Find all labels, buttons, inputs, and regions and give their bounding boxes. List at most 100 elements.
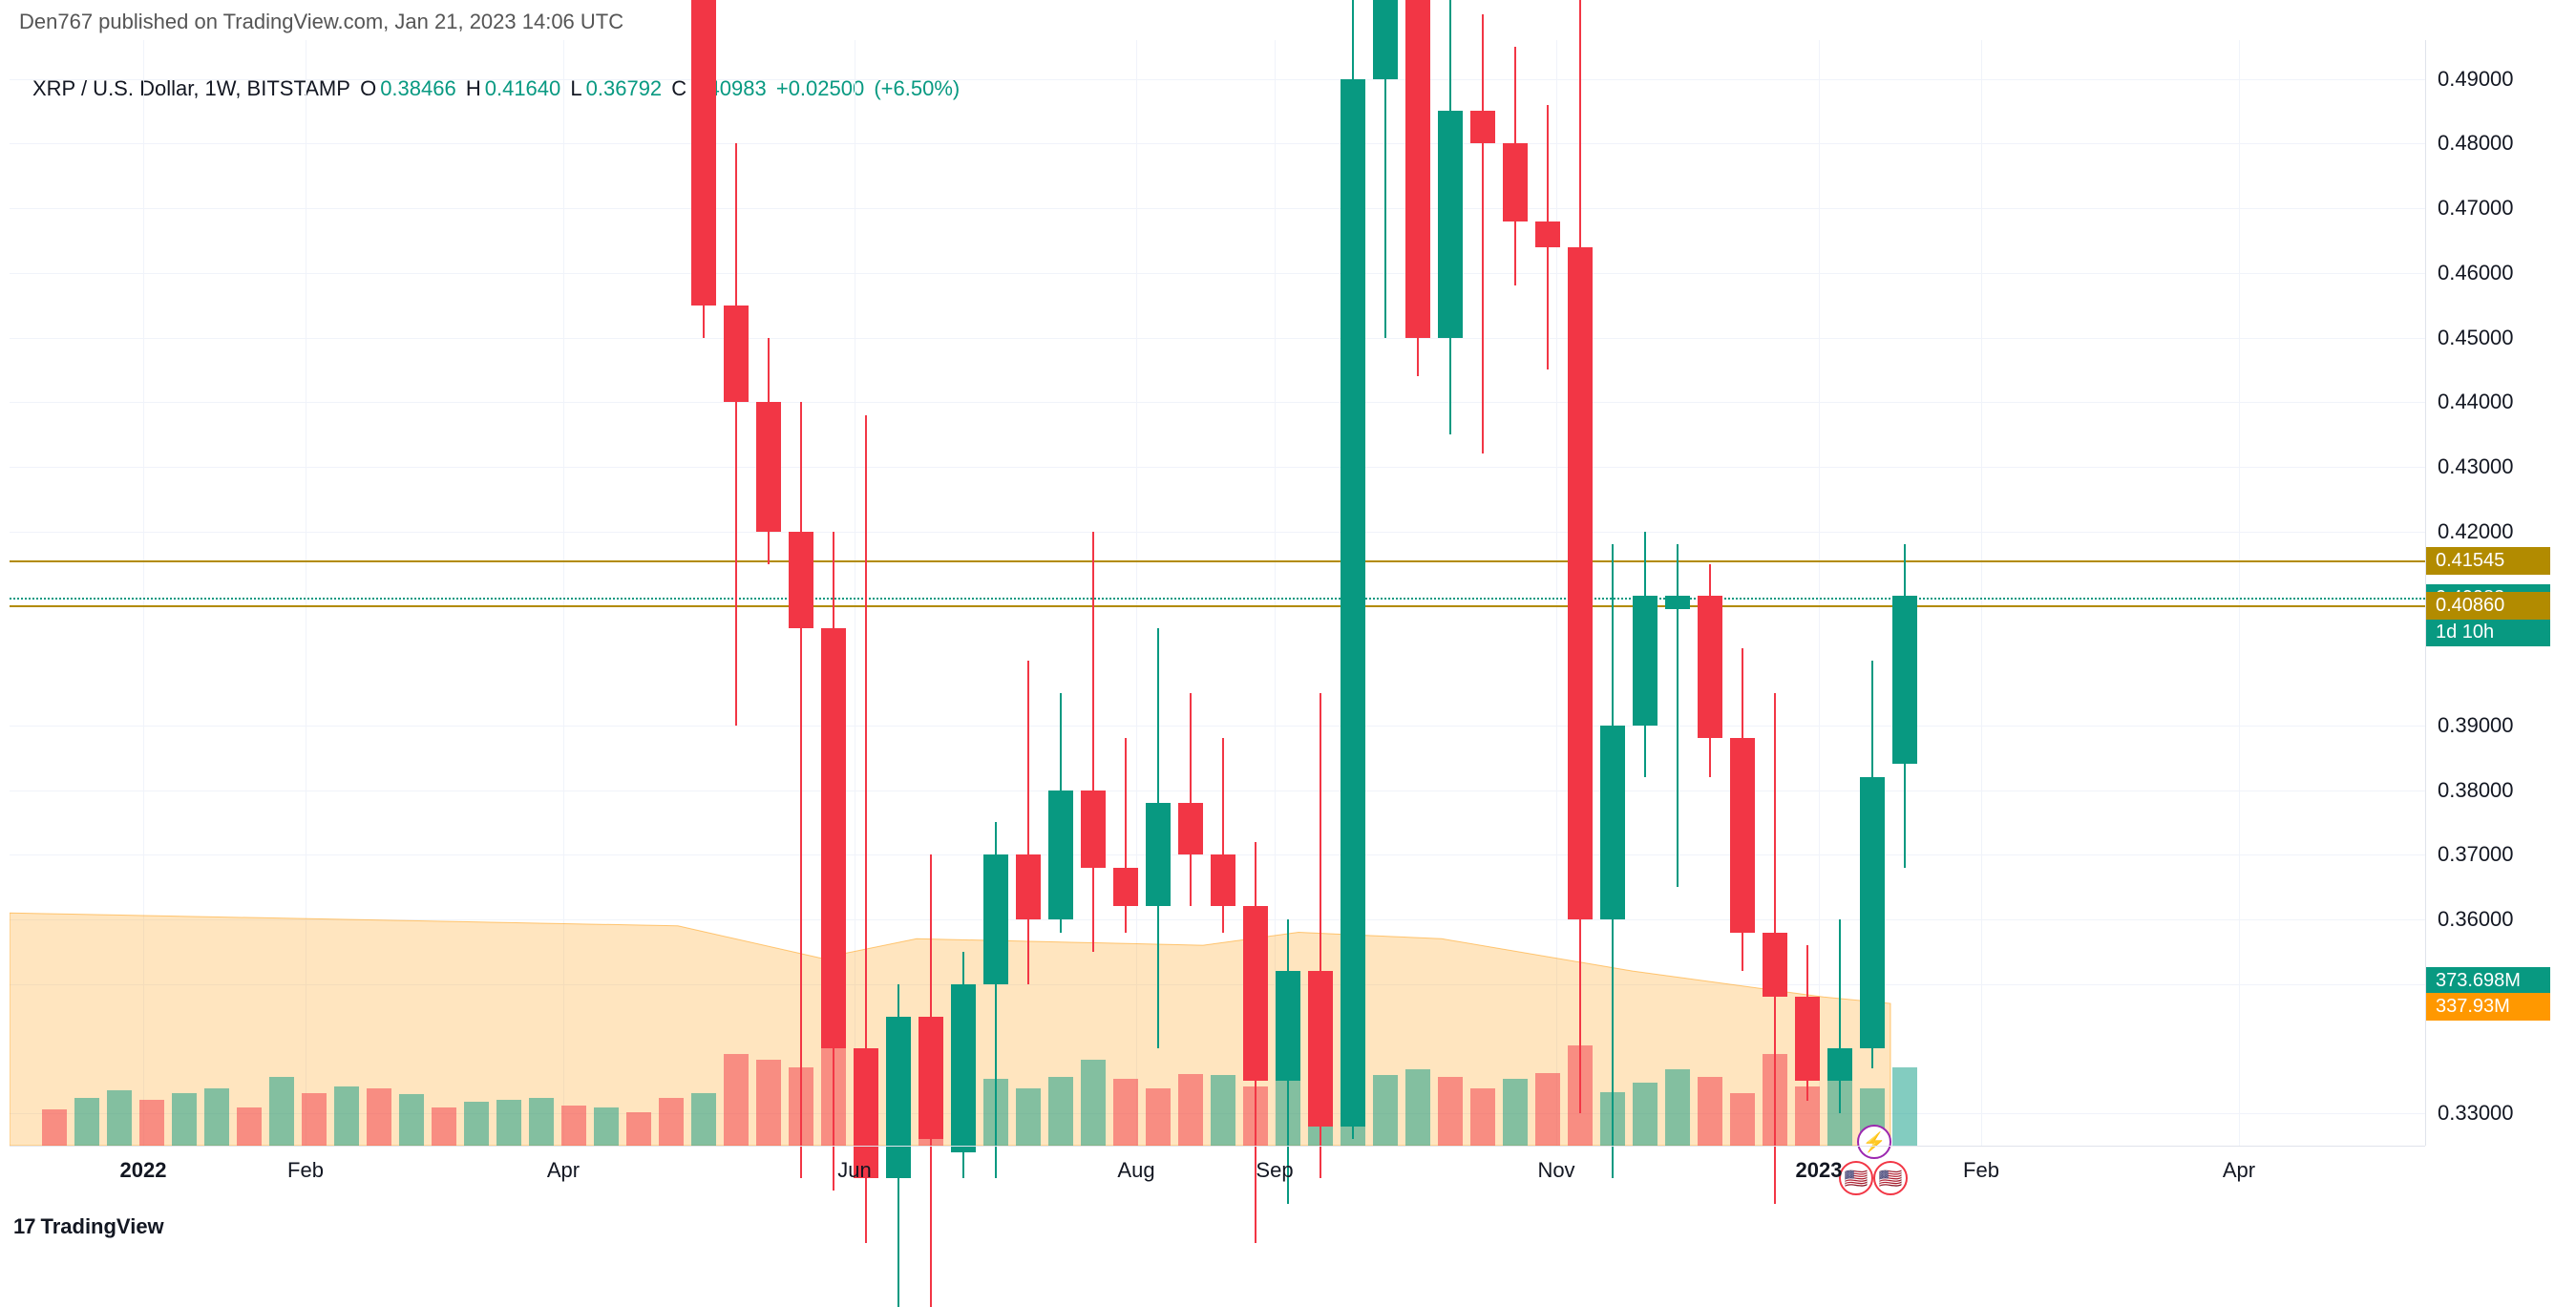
candle-body[interactable] bbox=[1892, 596, 1917, 764]
candle-body[interactable] bbox=[1503, 143, 1528, 221]
volume-bar bbox=[529, 1098, 554, 1146]
candle-body[interactable] bbox=[951, 984, 976, 1152]
volume-bar bbox=[107, 1090, 132, 1146]
candle-body[interactable] bbox=[724, 306, 749, 403]
volume-bar bbox=[432, 1107, 456, 1146]
candle-body[interactable] bbox=[1827, 1048, 1852, 1081]
candle-body[interactable] bbox=[1243, 906, 1268, 1081]
candle-body[interactable] bbox=[1698, 596, 1722, 738]
volume-bar bbox=[1470, 1088, 1495, 1146]
y-axis-tick: 0.38000 bbox=[2438, 778, 2514, 803]
candle-body[interactable] bbox=[983, 854, 1008, 983]
volume-bar bbox=[561, 1106, 586, 1146]
candle-body[interactable] bbox=[1763, 933, 1787, 998]
volume-bar bbox=[269, 1077, 294, 1146]
candle-body[interactable] bbox=[1665, 596, 1690, 609]
volume-bar bbox=[1048, 1077, 1073, 1146]
logo-name: TradingView bbox=[40, 1214, 163, 1238]
candle-body[interactable] bbox=[789, 532, 813, 629]
candle-body[interactable] bbox=[1178, 803, 1203, 854]
volume-bar bbox=[1405, 1069, 1430, 1146]
candle-body[interactable] bbox=[1795, 997, 1820, 1081]
y-axis-tick: 0.46000 bbox=[2438, 261, 2514, 285]
candle-body[interactable] bbox=[1438, 111, 1463, 337]
candle-wick bbox=[1027, 661, 1029, 984]
candle-body[interactable] bbox=[821, 628, 846, 1048]
price-tag: 0.40860 bbox=[2426, 592, 2550, 620]
horizontal-line[interactable] bbox=[10, 560, 2435, 562]
volume-bar bbox=[1698, 1077, 1722, 1146]
volume-bar bbox=[594, 1107, 619, 1146]
candle-body[interactable] bbox=[1535, 221, 1560, 247]
volume-bar bbox=[172, 1093, 197, 1146]
candle-body[interactable] bbox=[918, 1017, 943, 1140]
candle-body[interactable] bbox=[1146, 803, 1171, 906]
y-axis-tick: 0.44000 bbox=[2438, 390, 2514, 414]
candle-body[interactable] bbox=[1470, 111, 1495, 143]
candle-body[interactable] bbox=[1373, 0, 1398, 79]
price-tag: 1d 10h bbox=[2426, 619, 2550, 646]
candle-body[interactable] bbox=[1405, 0, 1430, 338]
horizontal-line[interactable] bbox=[10, 605, 2435, 607]
chart-pane[interactable]: ⚡🇺🇸🇺🇸 bbox=[10, 40, 2425, 1146]
volume-bar bbox=[74, 1098, 99, 1146]
volume-bar bbox=[367, 1088, 391, 1146]
price-tag: 337.93M bbox=[2426, 993, 2550, 1021]
candle-body[interactable] bbox=[1113, 868, 1138, 907]
volume-bar bbox=[1113, 1079, 1138, 1146]
y-axis-tick: 0.36000 bbox=[2438, 907, 2514, 932]
volume-bar bbox=[42, 1109, 67, 1146]
volume-bar bbox=[659, 1098, 684, 1146]
y-axis-tick: 0.48000 bbox=[2438, 131, 2514, 156]
publish-header: Den767 published on TradingView.com, Jan… bbox=[19, 10, 623, 34]
time-axis[interactable]: 2022FebAprJunAugSepNov2023FebApr bbox=[10, 1146, 2425, 1193]
candle-body[interactable] bbox=[1048, 791, 1073, 919]
volume-bar bbox=[1535, 1073, 1560, 1146]
candle-body[interactable] bbox=[1308, 971, 1333, 1127]
x-axis-tick: Jun bbox=[837, 1158, 871, 1183]
tradingview-logo: 17TradingView bbox=[13, 1214, 164, 1239]
candle-body[interactable] bbox=[1211, 854, 1235, 906]
candle-body[interactable] bbox=[1016, 854, 1041, 919]
volume-bar bbox=[399, 1094, 424, 1146]
volume-bar bbox=[302, 1093, 327, 1146]
y-axis-tick: 0.43000 bbox=[2438, 454, 2514, 479]
candle-body[interactable] bbox=[691, 0, 716, 306]
candle-wick bbox=[1092, 532, 1094, 952]
y-axis-tick: 0.37000 bbox=[2438, 842, 2514, 867]
candle-body[interactable] bbox=[1568, 247, 1593, 919]
y-axis-tick: 0.33000 bbox=[2438, 1101, 2514, 1126]
candle-wick bbox=[800, 402, 802, 1178]
volume-bar bbox=[1211, 1075, 1235, 1146]
volume-bar bbox=[1081, 1060, 1106, 1146]
volume-bar bbox=[334, 1086, 359, 1146]
candle-body[interactable] bbox=[1341, 79, 1365, 1127]
candle-body[interactable] bbox=[1730, 738, 1755, 932]
candle-wick bbox=[735, 143, 737, 725]
candle-body[interactable] bbox=[1081, 791, 1106, 868]
volume-bar bbox=[691, 1093, 716, 1146]
volume-bar bbox=[1016, 1088, 1041, 1146]
volume-bar bbox=[1730, 1093, 1755, 1146]
y-axis-tick: 0.47000 bbox=[2438, 196, 2514, 221]
volume-bar bbox=[1373, 1075, 1398, 1146]
y-axis-tick: 0.42000 bbox=[2438, 519, 2514, 544]
candle-wick bbox=[1190, 693, 1192, 906]
x-axis-tick: Aug bbox=[1117, 1158, 1154, 1183]
volume-bar bbox=[496, 1100, 521, 1146]
candle-body[interactable] bbox=[1860, 777, 1885, 1048]
candle-body[interactable] bbox=[1633, 596, 1658, 725]
price-axis[interactable]: 0.490000.480000.470000.460000.450000.440… bbox=[2425, 40, 2566, 1146]
volume-bar bbox=[237, 1107, 262, 1146]
price-tag: 0.41545 bbox=[2426, 547, 2550, 575]
candle-body[interactable] bbox=[1600, 726, 1625, 919]
candle-wick bbox=[1482, 14, 1484, 453]
candle-body[interactable] bbox=[756, 402, 781, 531]
volume-bar bbox=[204, 1088, 229, 1146]
x-axis-tick: 2023 bbox=[1796, 1158, 1843, 1183]
candle-wick bbox=[1839, 919, 1841, 1113]
candle-body[interactable] bbox=[1276, 971, 1300, 1081]
x-axis-tick: Apr bbox=[547, 1158, 580, 1183]
current-price-line bbox=[10, 598, 2425, 600]
x-axis-tick: 2022 bbox=[120, 1158, 167, 1183]
